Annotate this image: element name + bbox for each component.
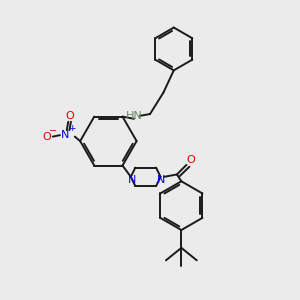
Text: −: − (49, 126, 58, 136)
Text: O: O (65, 111, 74, 121)
Text: N: N (128, 176, 136, 185)
Text: O: O (43, 132, 51, 142)
Text: O: O (187, 155, 196, 165)
Text: N: N (157, 176, 166, 185)
Text: +: + (68, 124, 76, 133)
Text: N: N (61, 130, 70, 140)
Text: HN: HN (126, 111, 143, 122)
